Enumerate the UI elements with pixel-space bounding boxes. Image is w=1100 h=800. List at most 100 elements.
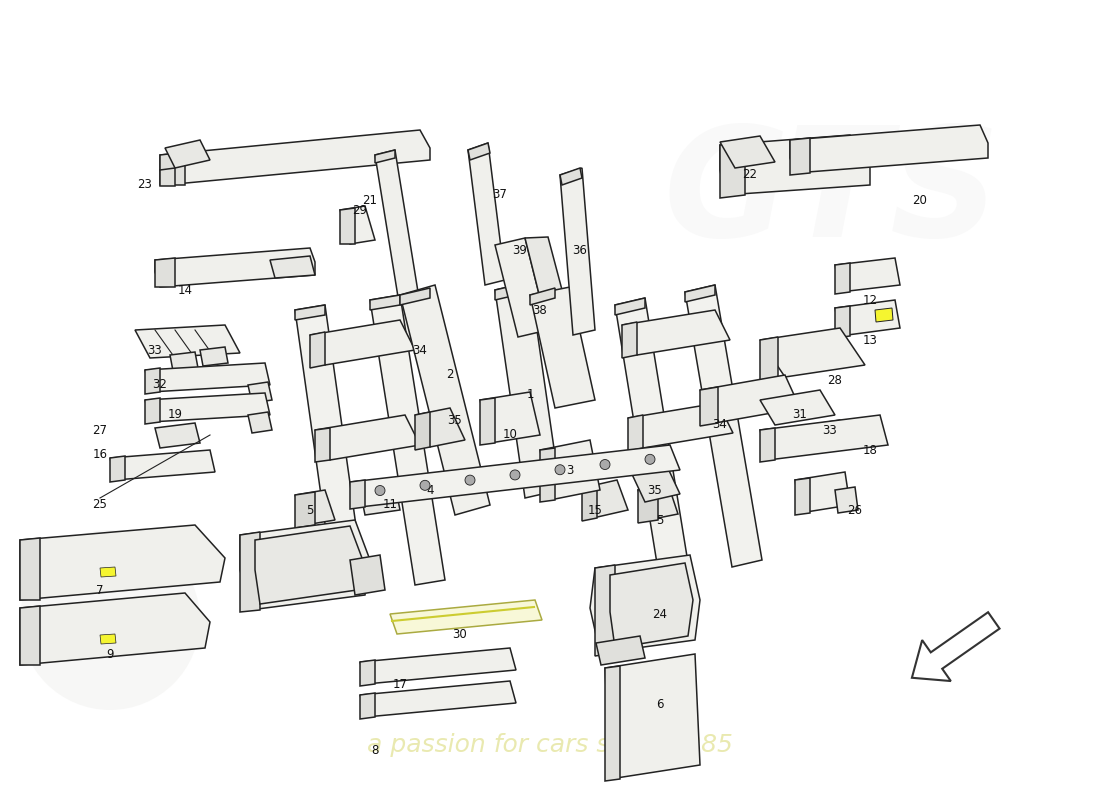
Polygon shape — [360, 693, 375, 719]
Text: 39: 39 — [513, 243, 527, 257]
Polygon shape — [350, 445, 680, 507]
Text: 28: 28 — [827, 374, 843, 386]
Polygon shape — [375, 150, 425, 340]
Circle shape — [510, 470, 520, 480]
Polygon shape — [240, 532, 260, 612]
Polygon shape — [200, 347, 228, 366]
Circle shape — [375, 486, 385, 495]
Text: 33: 33 — [823, 423, 837, 437]
Polygon shape — [874, 308, 893, 322]
Text: 27: 27 — [92, 423, 108, 437]
Polygon shape — [835, 306, 850, 338]
Circle shape — [465, 475, 475, 485]
Polygon shape — [795, 472, 850, 513]
Text: 10: 10 — [503, 429, 517, 442]
Polygon shape — [596, 636, 645, 665]
Polygon shape — [628, 415, 643, 451]
Polygon shape — [835, 258, 900, 292]
Polygon shape — [270, 256, 315, 278]
Polygon shape — [835, 300, 900, 336]
Text: 11: 11 — [383, 498, 397, 511]
Circle shape — [420, 480, 430, 490]
Text: 18: 18 — [862, 443, 878, 457]
Polygon shape — [610, 563, 693, 648]
Polygon shape — [795, 478, 810, 515]
Polygon shape — [615, 298, 690, 582]
Polygon shape — [360, 485, 400, 515]
Polygon shape — [145, 363, 270, 392]
Polygon shape — [685, 285, 715, 302]
Polygon shape — [155, 258, 175, 287]
Polygon shape — [360, 681, 516, 717]
Polygon shape — [495, 282, 560, 498]
Polygon shape — [100, 567, 116, 577]
Polygon shape — [790, 420, 850, 453]
Polygon shape — [582, 485, 597, 521]
Polygon shape — [315, 415, 420, 460]
Polygon shape — [20, 525, 226, 600]
Text: 15: 15 — [587, 503, 603, 517]
Polygon shape — [835, 263, 850, 294]
Polygon shape — [560, 168, 595, 335]
Polygon shape — [530, 287, 595, 408]
Polygon shape — [155, 248, 315, 287]
Polygon shape — [100, 634, 116, 644]
Polygon shape — [560, 168, 582, 185]
Text: 31: 31 — [793, 409, 807, 422]
Polygon shape — [110, 450, 214, 480]
Circle shape — [556, 465, 565, 474]
Polygon shape — [760, 337, 778, 380]
Polygon shape — [370, 295, 446, 585]
Text: 1: 1 — [526, 389, 534, 402]
Polygon shape — [495, 238, 548, 337]
Polygon shape — [700, 387, 718, 426]
Text: GTS: GTS — [663, 120, 1000, 269]
Text: 38: 38 — [532, 303, 548, 317]
Text: 16: 16 — [92, 449, 108, 462]
Polygon shape — [495, 283, 525, 300]
Polygon shape — [375, 150, 395, 163]
Text: 9: 9 — [107, 649, 113, 662]
Text: 17: 17 — [393, 678, 407, 691]
Text: 2: 2 — [447, 369, 453, 382]
Polygon shape — [135, 325, 240, 358]
Text: 20: 20 — [913, 194, 927, 206]
Text: 21: 21 — [363, 194, 377, 206]
Polygon shape — [628, 403, 733, 448]
Polygon shape — [638, 487, 658, 523]
Polygon shape — [835, 487, 858, 513]
Polygon shape — [400, 285, 490, 515]
Text: 34: 34 — [412, 343, 428, 357]
Polygon shape — [540, 440, 600, 500]
Polygon shape — [720, 135, 870, 195]
Polygon shape — [540, 448, 556, 502]
Text: 24: 24 — [652, 609, 668, 622]
Polygon shape — [400, 288, 430, 305]
Text: 12: 12 — [862, 294, 878, 306]
Polygon shape — [480, 398, 495, 445]
Polygon shape — [595, 565, 615, 656]
Polygon shape — [390, 600, 542, 634]
Text: 13: 13 — [862, 334, 878, 346]
Polygon shape — [912, 612, 1000, 681]
Polygon shape — [160, 168, 175, 186]
Polygon shape — [760, 328, 865, 377]
Polygon shape — [340, 208, 355, 244]
Text: 3: 3 — [566, 463, 574, 477]
Polygon shape — [621, 322, 637, 358]
Polygon shape — [145, 398, 160, 424]
Text: 22: 22 — [742, 169, 758, 182]
Polygon shape — [685, 285, 762, 567]
Polygon shape — [700, 375, 800, 423]
Polygon shape — [621, 310, 730, 355]
Polygon shape — [255, 526, 362, 604]
Text: 34: 34 — [713, 418, 727, 431]
Polygon shape — [760, 415, 888, 460]
Circle shape — [20, 530, 200, 710]
Polygon shape — [295, 490, 336, 525]
Text: 32: 32 — [153, 378, 167, 391]
Polygon shape — [310, 320, 415, 365]
Polygon shape — [340, 206, 375, 244]
Polygon shape — [790, 138, 810, 175]
Polygon shape — [310, 332, 324, 368]
